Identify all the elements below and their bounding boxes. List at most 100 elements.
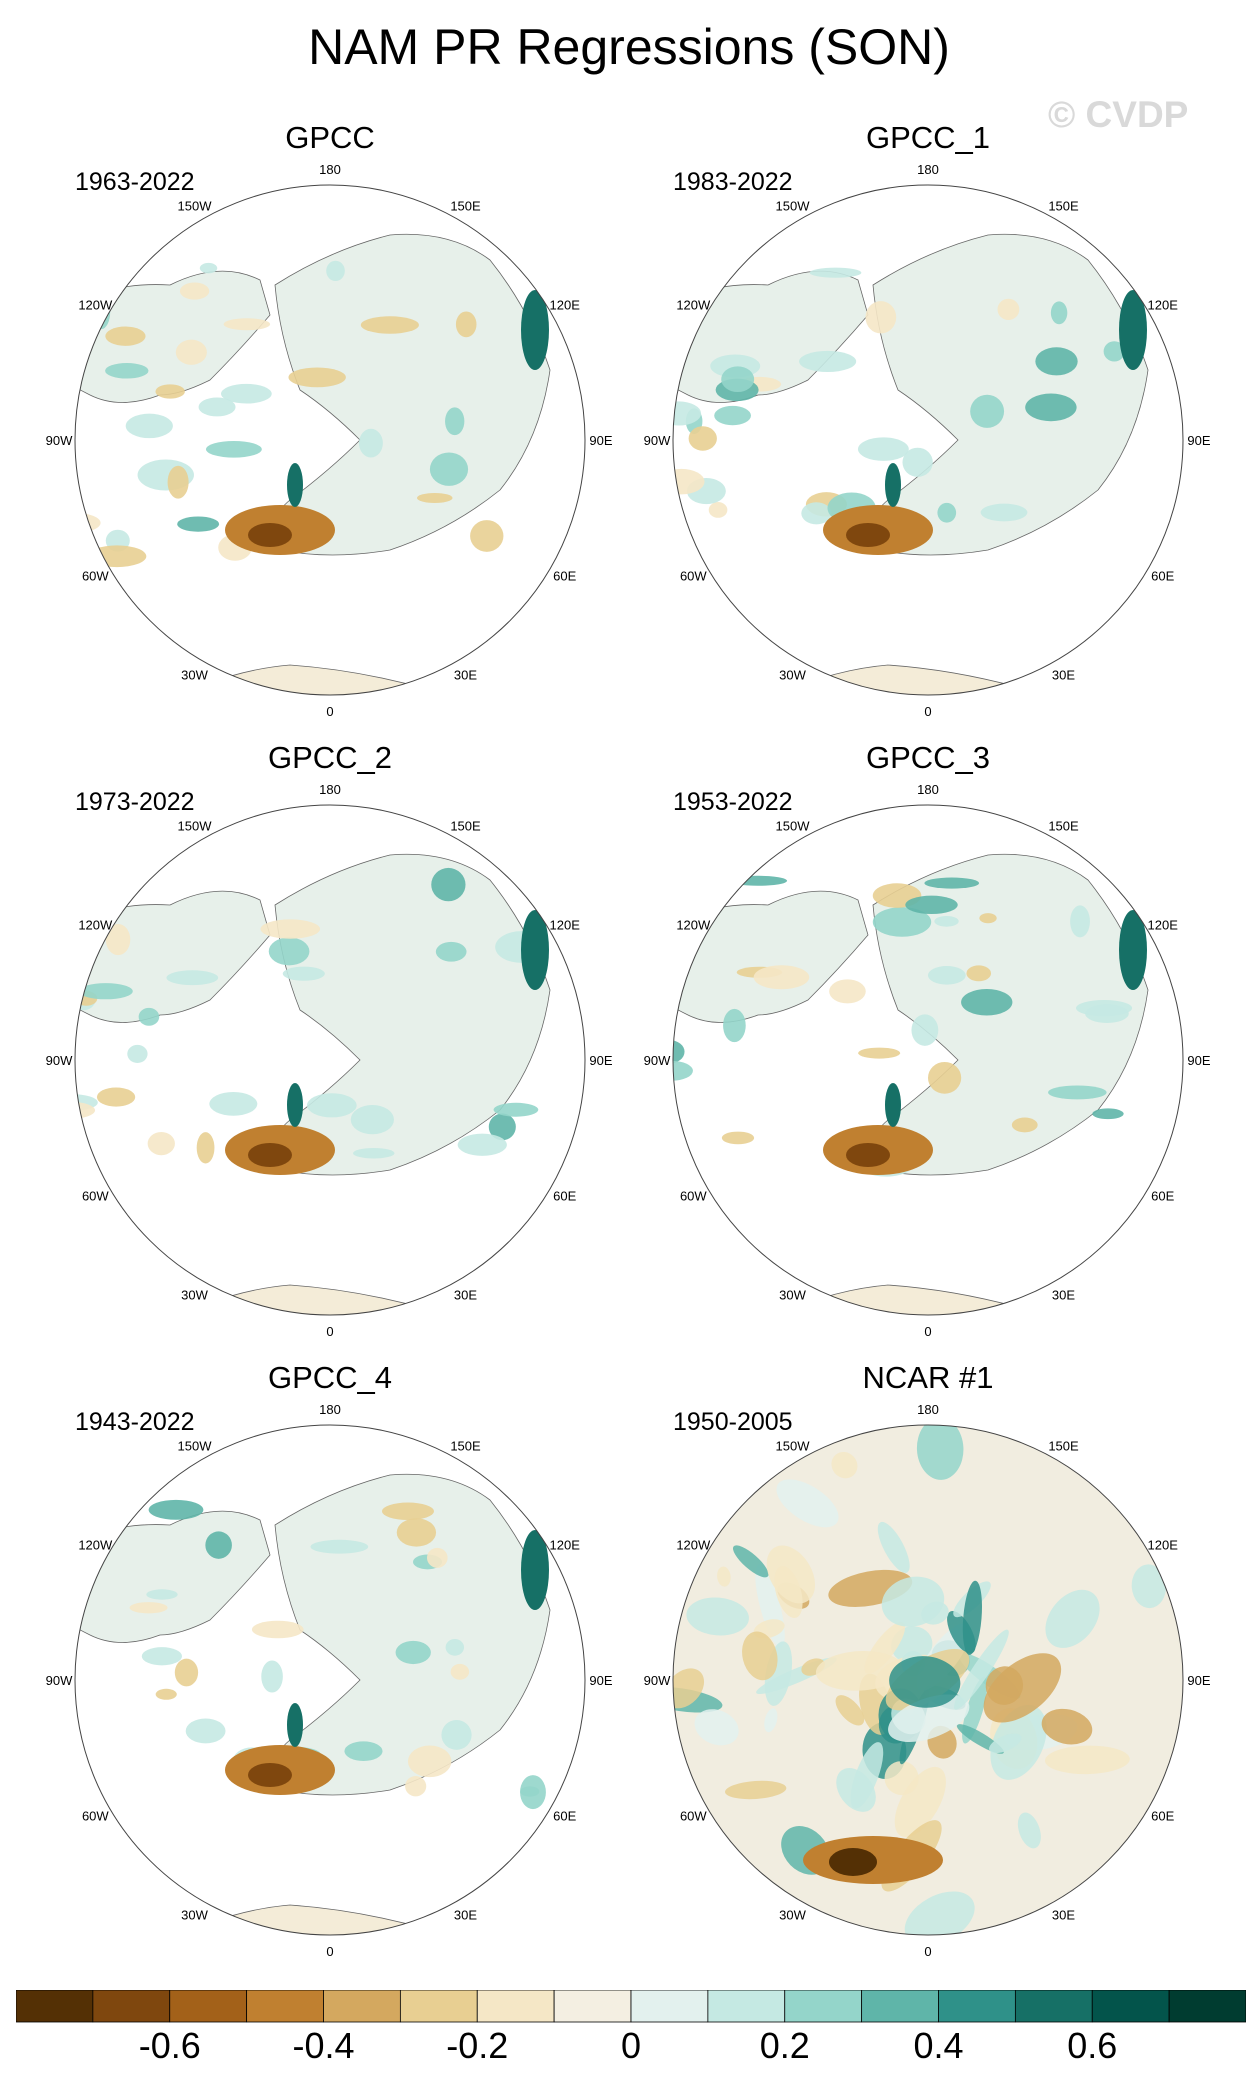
field-blob (185, 1718, 226, 1744)
longitude-label: 0 (326, 1324, 333, 1339)
field-blob (287, 1083, 303, 1127)
field-blob (937, 502, 957, 523)
field-blob (138, 1007, 160, 1026)
field-blob (857, 437, 909, 461)
field-blob (673, 1060, 693, 1081)
field-blob (177, 516, 220, 532)
field-blob (521, 1530, 549, 1610)
field-blob (360, 316, 419, 334)
field-blob (260, 919, 321, 939)
map-border (672, 804, 1184, 1316)
field-blob (353, 1147, 395, 1159)
field-blob (382, 1502, 434, 1521)
colorbar-swatch (246, 1990, 324, 2023)
field-blob (717, 1566, 731, 1587)
field-blob (431, 867, 466, 902)
field-blob (167, 465, 189, 499)
longitude-label: 30W (779, 1908, 806, 1923)
field-blob (1131, 1564, 1167, 1609)
map-panel: GPCC_4 1943-2022 180 150E 120E 90E 60E 30E 0 30W 6… (30, 1350, 630, 1970)
longitude-label: 0 (326, 704, 333, 719)
field-blob (174, 1658, 199, 1687)
longitude-label: 90W (46, 1673, 73, 1688)
field-blob (1050, 301, 1068, 325)
map-panel: GPCC_3 1953-2022 180 150E 120E 90E 60E 30E 0 30W 6… (628, 730, 1228, 1350)
field-blob (846, 523, 890, 547)
field-blob (905, 895, 958, 915)
field-blob (934, 915, 959, 927)
longitude-label: 30W (181, 668, 208, 683)
longitude-label: 60W (82, 1809, 109, 1824)
page-title: NAM PR Regressions (SON) (308, 19, 950, 75)
field-blob (776, 1479, 839, 1528)
panel-title: GPCC (285, 120, 375, 155)
field-blob (980, 503, 1028, 522)
longitude-label: 150E (1048, 1438, 1079, 1453)
field-blob (287, 1703, 303, 1747)
longitude-label: 30E (1052, 1288, 1075, 1303)
field-blob (799, 350, 857, 373)
longitude-label: 120E (550, 918, 581, 933)
field-blob (989, 1733, 1022, 1754)
field-blob (979, 913, 997, 924)
field-blob (155, 1688, 177, 1700)
field-blob (904, 1891, 975, 1935)
field-blob (470, 520, 504, 552)
field-blob (87, 545, 147, 568)
map-border (672, 184, 1184, 696)
longitude-label: 90E (589, 1053, 612, 1068)
field-blob (306, 1093, 357, 1118)
longitude-label: 90E (1187, 1673, 1210, 1688)
map-panel: GPCC 1963-2022 180 150E 120E 90E 60E 30E 0 30W 60W… (30, 110, 630, 730)
longitude-label: 60W (82, 1189, 109, 1204)
field-blob (677, 880, 716, 905)
field-blob (435, 941, 467, 962)
longitude-label: 0 (326, 1944, 333, 1959)
longitude-label: 60W (680, 1189, 707, 1204)
panel-years: 1953-2022 (673, 788, 793, 816)
field-blob (688, 426, 717, 451)
longitude-label: 150W (178, 1438, 213, 1453)
longitude-label: 150W (776, 1438, 811, 1453)
longitude-label: 150E (450, 818, 481, 833)
longitude-label: 90E (589, 433, 612, 448)
longitude-label: 120W (78, 298, 113, 313)
field-blob (199, 262, 218, 274)
colorbar (16, 1990, 1246, 2023)
field-blob (223, 318, 271, 331)
longitude-label: 90E (1187, 433, 1210, 448)
field-blob (673, 401, 702, 426)
field-blob (846, 1143, 890, 1167)
longitude-label: 180 (319, 1402, 341, 1417)
colorbar-swatch (630, 1990, 709, 2023)
longitude-label: 90W (644, 1053, 671, 1068)
field-blob (221, 383, 272, 404)
field-blob (166, 970, 219, 986)
field-blob (209, 1092, 258, 1116)
field-blob (921, 1601, 949, 1625)
field-blob (105, 326, 146, 346)
land-eurasia (273, 233, 551, 556)
longitude-label: 150E (1048, 198, 1079, 213)
field-blob (889, 1656, 961, 1708)
longitude-label: 0 (924, 704, 931, 719)
field-blob (831, 1451, 858, 1479)
field-blob (872, 907, 932, 937)
field-blob (970, 394, 1005, 428)
longitude-label: 120W (78, 1538, 113, 1553)
longitude-label: 30E (1052, 1908, 1075, 1923)
field-blob (205, 440, 262, 458)
field-blob (1011, 1117, 1038, 1133)
field-blob (78, 983, 133, 1000)
longitude-label: 90E (1187, 1053, 1210, 1068)
panel-years: 1973-2022 (75, 788, 195, 816)
field-blob (429, 452, 469, 486)
longitude-label: 180 (319, 782, 341, 797)
field-blob (902, 447, 933, 477)
longitude-label: 90W (644, 433, 671, 448)
longitude-label: 180 (319, 162, 341, 177)
panel-title: GPCC_3 (866, 740, 990, 775)
longitude-label: 90W (46, 433, 73, 448)
field-blob (997, 298, 1020, 321)
longitude-label: 60E (1151, 569, 1174, 584)
